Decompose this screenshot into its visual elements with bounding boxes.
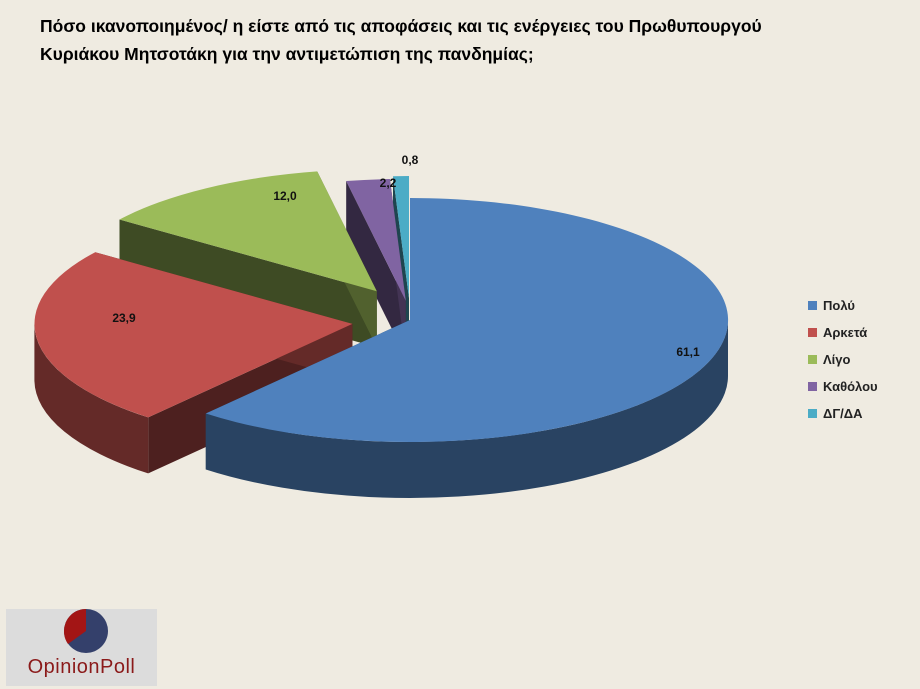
legend-swatch — [808, 328, 817, 337]
legend-item: Καθόλου — [808, 373, 878, 400]
data-label-1: 61,1 — [676, 345, 700, 359]
data-label-3: 12,0 — [273, 189, 297, 203]
legend-item: Αρκετά — [808, 319, 878, 346]
legend-swatch — [808, 409, 817, 418]
data-label-4: 2,2 — [380, 176, 397, 190]
slice-rim — [34, 323, 149, 474]
slice-wall — [346, 181, 406, 357]
slice-4 — [346, 179, 406, 357]
legend-item: Πολύ — [808, 292, 878, 319]
chart-legend: Πολύ Αρκετά Λίγο Καθόλου ΔΓ/ΔΑ — [808, 292, 878, 427]
legend-label: ΔΓ/ΔΑ — [823, 406, 863, 421]
chart-title: Πόσο ικανοποιημένος/ η είστε από τις απο… — [40, 12, 900, 68]
title-line-1: Πόσο ικανοποιημένος/ η είστε από τις απο… — [40, 16, 762, 36]
legend-item: Λίγο — [808, 346, 878, 373]
opinionpoll-logo: OpinionPoll — [6, 609, 157, 686]
pie-chart: 61,1 23,9 12,0 2,2 0,8 — [34, 153, 729, 498]
legend-swatch — [808, 355, 817, 364]
data-label-2: 23,9 — [112, 311, 136, 325]
legend-label: Αρκετά — [823, 325, 868, 340]
legend-swatch — [808, 301, 817, 310]
legend-label: Καθόλου — [823, 379, 878, 394]
slice-top — [346, 179, 406, 301]
slice-1 — [205, 198, 729, 498]
title-line-2: Κυριάκου Μητσοτάκη για την αντιμετώπιση … — [40, 44, 534, 64]
legend-swatch — [808, 382, 817, 391]
data-label-5: 0,8 — [402, 153, 419, 167]
legend-label: Λίγο — [823, 352, 851, 367]
slice-top — [393, 176, 409, 298]
slice-top — [205, 198, 729, 442]
slice-top — [119, 171, 377, 292]
logo-text: OpinionPoll — [27, 656, 136, 678]
logo-circle-icon — [63, 609, 108, 653]
slice-rim — [205, 320, 729, 498]
legend-label: Πολύ — [823, 298, 855, 313]
legend-item: ΔΓ/ΔΑ — [808, 400, 878, 427]
slice-top — [34, 252, 353, 418]
